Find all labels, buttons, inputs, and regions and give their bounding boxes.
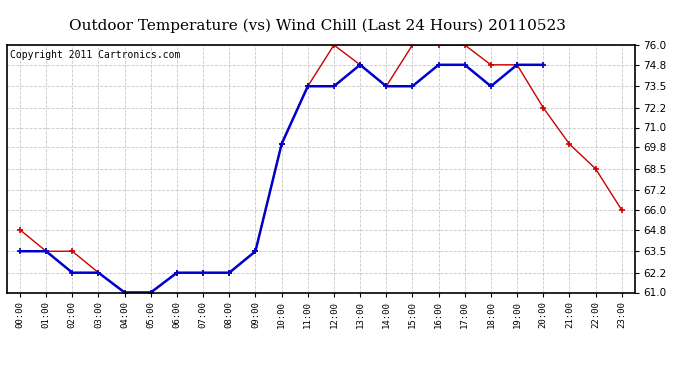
Text: Outdoor Temperature (vs) Wind Chill (Last 24 Hours) 20110523: Outdoor Temperature (vs) Wind Chill (Las… [69,19,566,33]
Text: Copyright 2011 Cartronics.com: Copyright 2011 Cartronics.com [10,50,180,60]
